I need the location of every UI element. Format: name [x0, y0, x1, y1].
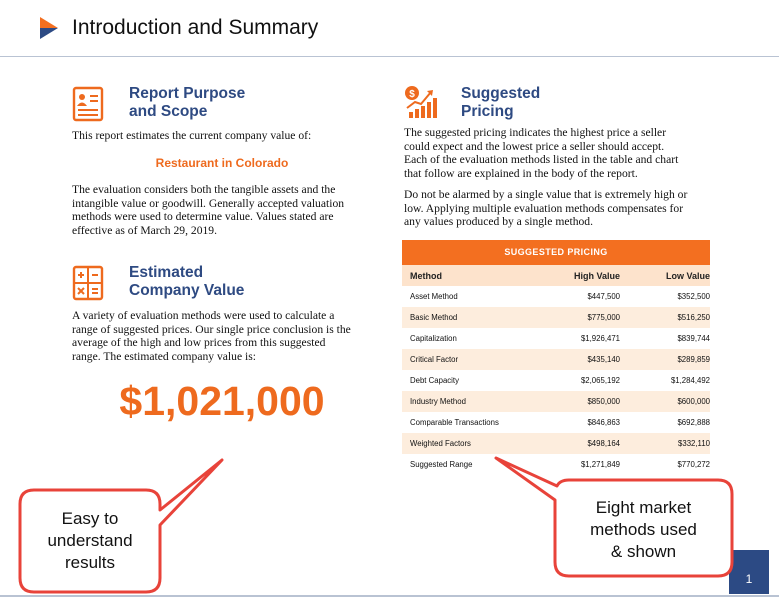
suggested-pricing-table: SUGGESTED PRICING Method High Value Low …: [402, 240, 710, 475]
low-value-cell: $692,888: [677, 418, 710, 427]
callout-line: Eight market: [595, 498, 692, 517]
text-line: that follow are explained in the body of…: [404, 166, 638, 180]
high-value-cell: $1,271,849: [580, 460, 620, 469]
high-value-cell: $850,000: [587, 397, 620, 406]
high-value-cell: $435,140: [587, 355, 620, 364]
table-row: Basic Method $775,000 $516,250: [402, 307, 710, 328]
callout-right-text: Eight market methods used & shown: [557, 497, 730, 563]
estimated-title-line1: Estimated: [129, 264, 204, 281]
text-line: effective as of March 29, 2019.: [72, 223, 217, 237]
pricing-title: Suggested Pricing: [461, 85, 540, 121]
estimated-title-line2: Company Value: [129, 282, 245, 299]
method-cell: Capitalization: [410, 334, 457, 343]
purpose-title-line1: Report Purpose: [129, 85, 246, 102]
low-value-cell: $289,859: [677, 355, 710, 364]
high-value-cell: $447,500: [587, 292, 620, 301]
pricing-para1: The suggested pricing indicates the high…: [404, 126, 678, 180]
callout-line: methods used: [590, 520, 697, 539]
text-line: The suggested pricing indicates the high…: [404, 126, 667, 139]
column-header-method: Method: [410, 270, 442, 281]
report-document-icon: [72, 86, 104, 122]
purpose-title-line2: and Scope: [129, 103, 208, 120]
text-line: The evaluation considers both the tangib…: [72, 183, 336, 196]
estimated-value: $1,021,000: [119, 378, 325, 424]
method-cell: Comparable Transactions: [410, 418, 499, 427]
text-line: any values produced by a single method.: [404, 215, 593, 229]
callout-line: Easy to: [61, 509, 119, 528]
footer-divider: [0, 595, 779, 597]
table-row: Capitalization $1,926,471 $839,744: [402, 328, 710, 349]
high-value-cell: $775,000: [587, 313, 620, 322]
text-line: low. Applying multiple evaluation method…: [404, 201, 684, 215]
purpose-title: Report Purpose and Scope: [129, 85, 245, 121]
text-line: intangible value or goodwill. Generally …: [72, 196, 345, 210]
high-value-cell: $2,065,192: [580, 376, 620, 385]
method-cell: Basic Method: [410, 313, 458, 322]
callout-left-text: Easy to understand results: [22, 508, 158, 574]
method-cell: Suggested Range: [410, 460, 473, 469]
estimated-body: A variety of evaluation methods were use…: [72, 309, 351, 363]
column-header-low: Low Value: [665, 270, 710, 281]
pricing-title-line1: Suggested: [461, 85, 541, 102]
table-row: Industry Method $850,000 $600,000: [402, 391, 710, 412]
low-value-cell: $516,250: [677, 313, 710, 322]
column-header-high: High Value: [573, 270, 620, 281]
low-value-cell: $352,500: [677, 292, 710, 301]
method-cell: Industry Method: [410, 397, 466, 406]
estimated-title: Estimated Company Value: [129, 264, 244, 300]
page-number: 1: [729, 550, 769, 594]
table-row: Suggested Range $1,271,849 $770,272: [402, 454, 710, 475]
method-cell: Asset Method: [410, 292, 458, 301]
text-line: range. The estimated company value is:: [72, 349, 256, 363]
text-line: range of suggested prices. Our single pr…: [72, 322, 351, 336]
high-value-cell: $846,863: [587, 418, 620, 427]
high-value-cell: $1,926,471: [580, 334, 620, 343]
text-line: Each of the evaluation methods listed in…: [404, 153, 679, 167]
method-cell: Weighted Factors: [410, 439, 471, 448]
low-value-cell: $1,284,492: [670, 376, 710, 385]
callout-line: understand: [47, 531, 133, 550]
purpose-body: The evaluation considers both the tangib…: [72, 183, 344, 237]
low-value-cell: $332,110: [678, 439, 710, 448]
method-cell: Debt Capacity: [410, 376, 459, 385]
page-title: Introduction and Summary: [72, 16, 319, 39]
table-row: Critical Factor $435,140 $289,859: [402, 349, 710, 370]
table-row: Debt Capacity $2,065,192 $1,284,492: [402, 370, 710, 391]
svg-text:$: $: [409, 89, 415, 100]
pricing-para2: Do not be alarmed by a single value that…: [404, 188, 687, 229]
calculator-icon: [72, 265, 104, 301]
text-line: average of the high and low prices from …: [72, 336, 326, 350]
table-header-row: Method High Value Low Value: [402, 265, 710, 286]
method-cell: Critical Factor: [410, 355, 459, 364]
text-line: methods were used to determine value. Va…: [72, 210, 334, 224]
low-value-cell: $770,272: [677, 460, 710, 469]
high-value-cell: $498,164: [587, 439, 620, 448]
callout-line: results: [64, 553, 116, 572]
table-row: Weighted Factors $498,164 $332,110: [402, 433, 710, 454]
play-logo-icon: [40, 17, 58, 39]
table-title: SUGGESTED PRICING: [402, 240, 710, 265]
low-value-cell: $600,000: [677, 397, 710, 406]
callout-line: & shown: [610, 542, 677, 561]
text-line: could expect and the lowest price a sell…: [404, 139, 665, 153]
low-value-cell: $839,744: [677, 334, 710, 343]
company-name: Restaurant in Colorado: [155, 156, 289, 170]
text-line: A variety of evaluation methods were use…: [72, 309, 335, 322]
purpose-intro: This report estimates the current compan…: [72, 129, 312, 142]
table-row: Asset Method $447,500 $352,500: [402, 286, 710, 307]
table-row: Comparable Transactions $846,863 $692,88…: [402, 412, 710, 433]
text-line: Do not be alarmed by a single value that…: [404, 188, 688, 201]
slide-header: Introduction and Summary: [0, 0, 779, 57]
pricing-title-line2: Pricing: [461, 103, 514, 120]
dollar-growth-chart-icon: $: [405, 86, 437, 118]
